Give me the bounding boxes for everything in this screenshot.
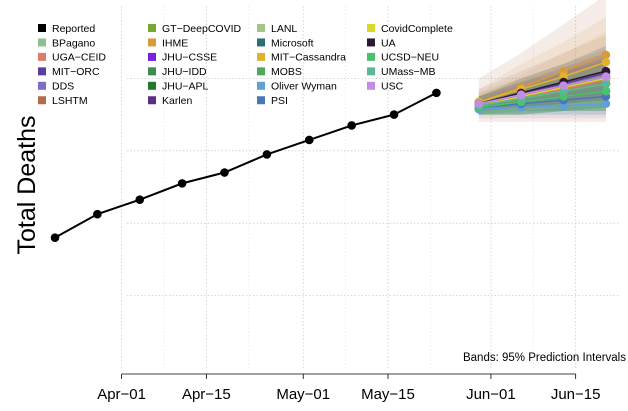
legend-label: UMass−MB bbox=[381, 66, 436, 78]
grid-lines bbox=[121, 6, 620, 368]
legend-swatch bbox=[148, 81, 156, 90]
legend-swatch bbox=[38, 24, 46, 32]
reported-point bbox=[93, 209, 102, 219]
forecast-point bbox=[601, 79, 611, 89]
legend-label: PSI bbox=[271, 95, 288, 107]
legend-label: MIT−Cassandra bbox=[271, 52, 346, 64]
forecast-point bbox=[601, 57, 611, 67]
legend-label: CovidComplete bbox=[381, 23, 453, 35]
x-tick-label: May−01 bbox=[276, 386, 330, 403]
legend-swatch bbox=[148, 67, 156, 76]
legend-swatch bbox=[257, 96, 265, 105]
legend: Reported BPagano UGA−CEID MIT−ORC DDS LSHTM GT… bbox=[38, 23, 453, 107]
reported-point bbox=[50, 233, 60, 242]
legend-swatch bbox=[257, 67, 265, 76]
reported-point bbox=[135, 195, 145, 204]
legend-label: Reported bbox=[52, 23, 95, 35]
legend-label: JHU−IDD bbox=[162, 66, 207, 78]
legend-swatch bbox=[367, 81, 375, 90]
y-axis-label: Total Deaths bbox=[13, 116, 41, 255]
forecast-series bbox=[474, 50, 611, 114]
legend-swatch bbox=[148, 38, 156, 47]
legend-label: LSHTM bbox=[52, 95, 88, 107]
legend-swatch bbox=[257, 52, 265, 61]
x-tick-label: Apr−15 bbox=[182, 386, 231, 403]
legend-label: MIT−ORC bbox=[52, 66, 100, 78]
x-tick-label: May−15 bbox=[361, 386, 415, 403]
legend-label: JHU−CSSE bbox=[162, 52, 217, 64]
legend-label: UGA−CEID bbox=[52, 52, 106, 64]
x-tick-label: Jun−01 bbox=[466, 386, 516, 403]
legend-swatch bbox=[257, 81, 265, 90]
legend-swatch bbox=[257, 38, 265, 47]
forecast-point bbox=[601, 50, 611, 60]
forecast-line bbox=[478, 70, 607, 105]
legend-label: IHME bbox=[162, 37, 188, 49]
legend-label: BPagano bbox=[52, 37, 95, 49]
x-axis: Apr−01 Apr−15 May−01 May−15 Jun−01 Jun−15 bbox=[97, 373, 601, 403]
legend-swatch bbox=[367, 52, 375, 61]
legend-swatch bbox=[148, 52, 156, 61]
forecast-line bbox=[478, 54, 607, 103]
legend-label: MOBS bbox=[271, 66, 302, 78]
reported-line bbox=[54, 91, 437, 239]
reported-series bbox=[50, 88, 441, 242]
prediction-band bbox=[478, 92, 606, 115]
legend-swatch bbox=[367, 24, 375, 32]
legend-label: UCSD−NEU bbox=[381, 52, 439, 64]
legend-swatch bbox=[38, 52, 46, 61]
prediction-bands bbox=[478, 0, 606, 122]
forecast-point bbox=[474, 99, 484, 109]
prediction-band bbox=[478, 63, 606, 115]
x-tick-label: Jun−15 bbox=[551, 386, 601, 403]
reported-point bbox=[177, 179, 187, 188]
x-tick-label: Apr−01 bbox=[97, 386, 146, 403]
legend-swatch bbox=[257, 24, 265, 32]
legend-swatch bbox=[38, 67, 46, 76]
forecast-line bbox=[478, 61, 607, 103]
reported-point bbox=[432, 88, 441, 98]
legend-label: Karlen bbox=[162, 95, 193, 107]
forecast-line bbox=[478, 77, 607, 107]
legend-label: Oliver Wyman bbox=[271, 81, 337, 93]
forecast-point bbox=[516, 90, 526, 99]
legend-swatch bbox=[38, 81, 46, 90]
legend-swatch bbox=[38, 96, 46, 105]
forecast-point bbox=[559, 81, 568, 90]
reported-point bbox=[389, 110, 399, 119]
reported-point bbox=[304, 135, 314, 145]
legend-label: Microsoft bbox=[271, 37, 314, 49]
legend-label: UA bbox=[381, 37, 396, 49]
legend-label: USC bbox=[381, 81, 404, 93]
forecast-point bbox=[601, 72, 611, 81]
forecast-line bbox=[478, 83, 607, 107]
legend-label: DDS bbox=[52, 81, 74, 93]
forecast-point bbox=[601, 99, 611, 109]
forecast-line bbox=[478, 102, 606, 110]
forecast-line bbox=[478, 90, 607, 109]
legend-swatch bbox=[38, 38, 46, 47]
legend-label: JHU−APL bbox=[162, 81, 209, 93]
legend-swatch bbox=[367, 67, 375, 76]
legend-swatch bbox=[148, 24, 156, 32]
prediction-interval-note: Bands: 95% Prediction Intervals bbox=[463, 352, 626, 364]
legend-label: GT−DeepCOVID bbox=[162, 23, 241, 35]
reported-point bbox=[262, 150, 272, 159]
reported-point bbox=[347, 121, 356, 130]
forecast-line bbox=[478, 95, 607, 109]
legend-swatch bbox=[148, 96, 156, 105]
legend-label: LANL bbox=[271, 23, 297, 35]
forecast-point bbox=[601, 86, 611, 96]
forecast-line bbox=[478, 75, 607, 105]
reported-point bbox=[220, 168, 229, 177]
legend-swatch bbox=[367, 38, 375, 47]
